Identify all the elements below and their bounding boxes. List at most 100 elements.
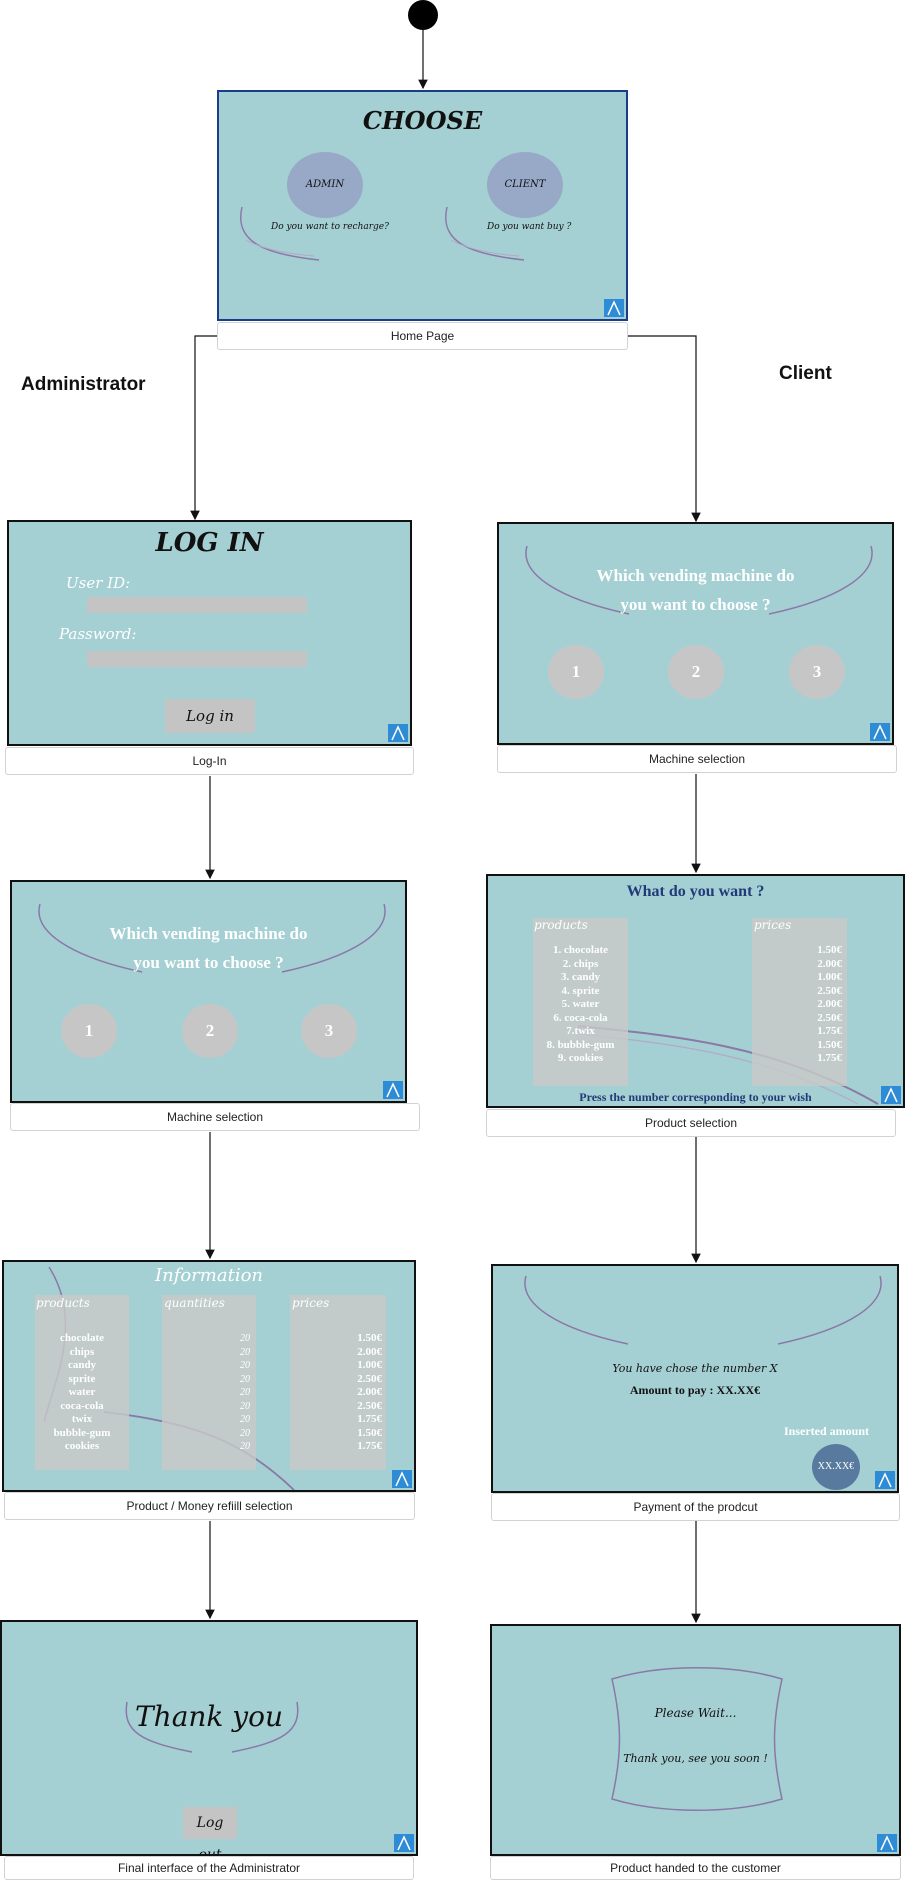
refill-title: Information [154, 1265, 264, 1286]
price-item: 2.00€ [357, 1386, 382, 1398]
login-button[interactable]: Log in [165, 699, 255, 733]
refill-price-list: 1.50€ 2.00€ 1.00€ 2.50€ 2.00€ 2.50€ 1.75€ 1.50€… [290, 1332, 382, 1454]
product-item: chips [69, 1345, 95, 1358]
products-header: products [36, 1296, 90, 1310]
client-final-screen: Please Wait... Thank you, see you soon ! [490, 1624, 901, 1856]
quantity-item: 20 [240, 1333, 250, 1344]
product-item: coca-cola [60, 1399, 104, 1412]
logo-icon [388, 724, 408, 742]
lane-label-client: Client [779, 363, 832, 384]
quantities-header: quantities [164, 1296, 225, 1310]
machine-question-line1: Which vending machine do [109, 924, 308, 943]
product-item: 9. cookies [557, 1052, 604, 1064]
user-id-field[interactable] [87, 597, 307, 613]
user-id-label: User ID: [66, 574, 131, 592]
admin-choice-label: ADMIN [305, 179, 345, 190]
lane-label-administrator: Administrator [21, 374, 146, 395]
price-item: 1.50€ [357, 1332, 382, 1344]
machine-1-button[interactable]: 1 [61, 1004, 117, 1058]
refill-product-list: chocolate chips candy sprite water coca-cola t… [35, 1332, 129, 1454]
products-panel [35, 1295, 129, 1470]
thank-you-title: Thank you [134, 1700, 283, 1733]
price-item: 2.50€ [357, 1372, 382, 1385]
product-item: sprite [68, 1372, 96, 1385]
machine-question-line1: Which vending machine do [596, 566, 795, 585]
login-title: LOG IN [155, 528, 264, 558]
machine-3-button[interactable]: 3 [789, 645, 845, 699]
inserted-amount-label: Inserted amount [784, 1424, 870, 1438]
logo-icon [881, 1086, 901, 1104]
product-item: chocolate [60, 1332, 104, 1344]
quantity-item: 20 [240, 1400, 250, 1412]
password-field[interactable] [87, 651, 307, 667]
logo-icon [877, 1834, 897, 1852]
price-item: 1.75€ [357, 1413, 382, 1425]
admin-final-caption: Final interface of the Administrator [4, 1856, 414, 1880]
product-footer: Press the number corresponding to your w… [579, 1090, 812, 1104]
refill-caption: Product / Money refiill selection [4, 1492, 415, 1520]
home-title: CHOOSE [362, 106, 483, 135]
logo-icon [392, 1470, 412, 1488]
prices-header: prices [754, 918, 792, 932]
quantity-item: 20 [240, 1427, 250, 1439]
home-caption: Home Page [217, 322, 628, 350]
decorative-swirl [524, 1275, 882, 1345]
refill-quantity-list[interactable]: 20 20 20 20 20 20 20 20 20 [162, 1332, 250, 1454]
decorative-frame [611, 1667, 783, 1811]
product-item: 1. chocolate [553, 944, 608, 956]
price-item: 1.50€ [817, 1038, 842, 1051]
refill-screen: Information products chocolate chips candy… [2, 1260, 416, 1492]
product-selection-caption: Product selection [486, 1109, 896, 1137]
products-panel [533, 918, 628, 1086]
admin-question: Do you want to recharge? [271, 222, 389, 232]
client-final-caption: Product handed to the customer [490, 1856, 901, 1880]
logo-icon [383, 1081, 403, 1099]
price-list: 1.50€ 2.00€ 1.00€ 2.50€ 2.00€ 2.50€ 1.75€ 1.50€… [752, 944, 842, 1066]
product-selection-screen: What do you want ? products 1. chocolate… [486, 874, 905, 1108]
quantity-item: 20 [240, 1373, 250, 1385]
amount-to-pay: Amount to pay : XX.XX€ [629, 1383, 761, 1397]
quantities-panel [162, 1295, 256, 1470]
quantity-item: 20 [240, 1360, 250, 1371]
price-item: 1.75€ [817, 1052, 842, 1064]
machine-1-button[interactable]: 1 [548, 645, 604, 699]
price-item: 1.00€ [357, 1359, 382, 1371]
product-title: What do you want ? [626, 883, 765, 900]
price-item: 2.00€ [817, 998, 842, 1010]
machine-3-button[interactable]: 3 [301, 1004, 357, 1058]
home-screen: CHOOSE ADMIN Do you want to recharge? CL… [217, 90, 628, 321]
prices-panel [290, 1295, 386, 1470]
logo-icon [394, 1834, 414, 1852]
logout-button[interactable]: Log out [183, 1807, 237, 1854]
logo-icon [870, 723, 890, 741]
prices-panel [752, 918, 847, 1086]
client-machine-caption: Machine selection [497, 745, 897, 773]
price-item: 1.50€ [357, 1426, 382, 1439]
price-item: 1.75€ [817, 1025, 842, 1037]
price-item: 1.50€ [817, 944, 842, 956]
product-item: 7.twix [566, 1025, 595, 1037]
client-choice-button[interactable]: CLIENT [487, 152, 563, 218]
machine-2-button[interactable]: 2 [668, 645, 724, 699]
product-item: cookies [64, 1440, 100, 1452]
payment-screen: You have chose the number X Amount to pa… [491, 1264, 899, 1493]
products-header: products [534, 918, 588, 932]
product-item: 8. bubble-gum [546, 1038, 615, 1051]
machine-question-line2: you want to choose ? [133, 953, 284, 972]
quantity-item: 20 [240, 1387, 250, 1398]
product-item: 4. sprite [561, 984, 600, 997]
price-item: 2.50€ [817, 1011, 842, 1024]
client-question: Do you want buy ? [487, 222, 572, 232]
price-item: 2.50€ [357, 1399, 382, 1412]
admin-choice-button[interactable]: ADMIN [287, 152, 363, 218]
product-item: 2. chips [562, 957, 599, 970]
price-item: 2.50€ [817, 984, 842, 997]
product-list: 1. chocolate 2. chips 3. candy 4. sprite 5. … [533, 944, 628, 1066]
logo-icon [604, 299, 624, 317]
login-screen: LOG IN User ID: Password: Log in [7, 520, 412, 746]
admin-final-screen: Thank you Log out [0, 1620, 418, 1856]
quantity-item: 20 [240, 1414, 250, 1425]
machine-question-line2: you want to choose ? [620, 595, 771, 614]
product-item: water [68, 1386, 96, 1398]
machine-2-button[interactable]: 2 [182, 1004, 238, 1058]
